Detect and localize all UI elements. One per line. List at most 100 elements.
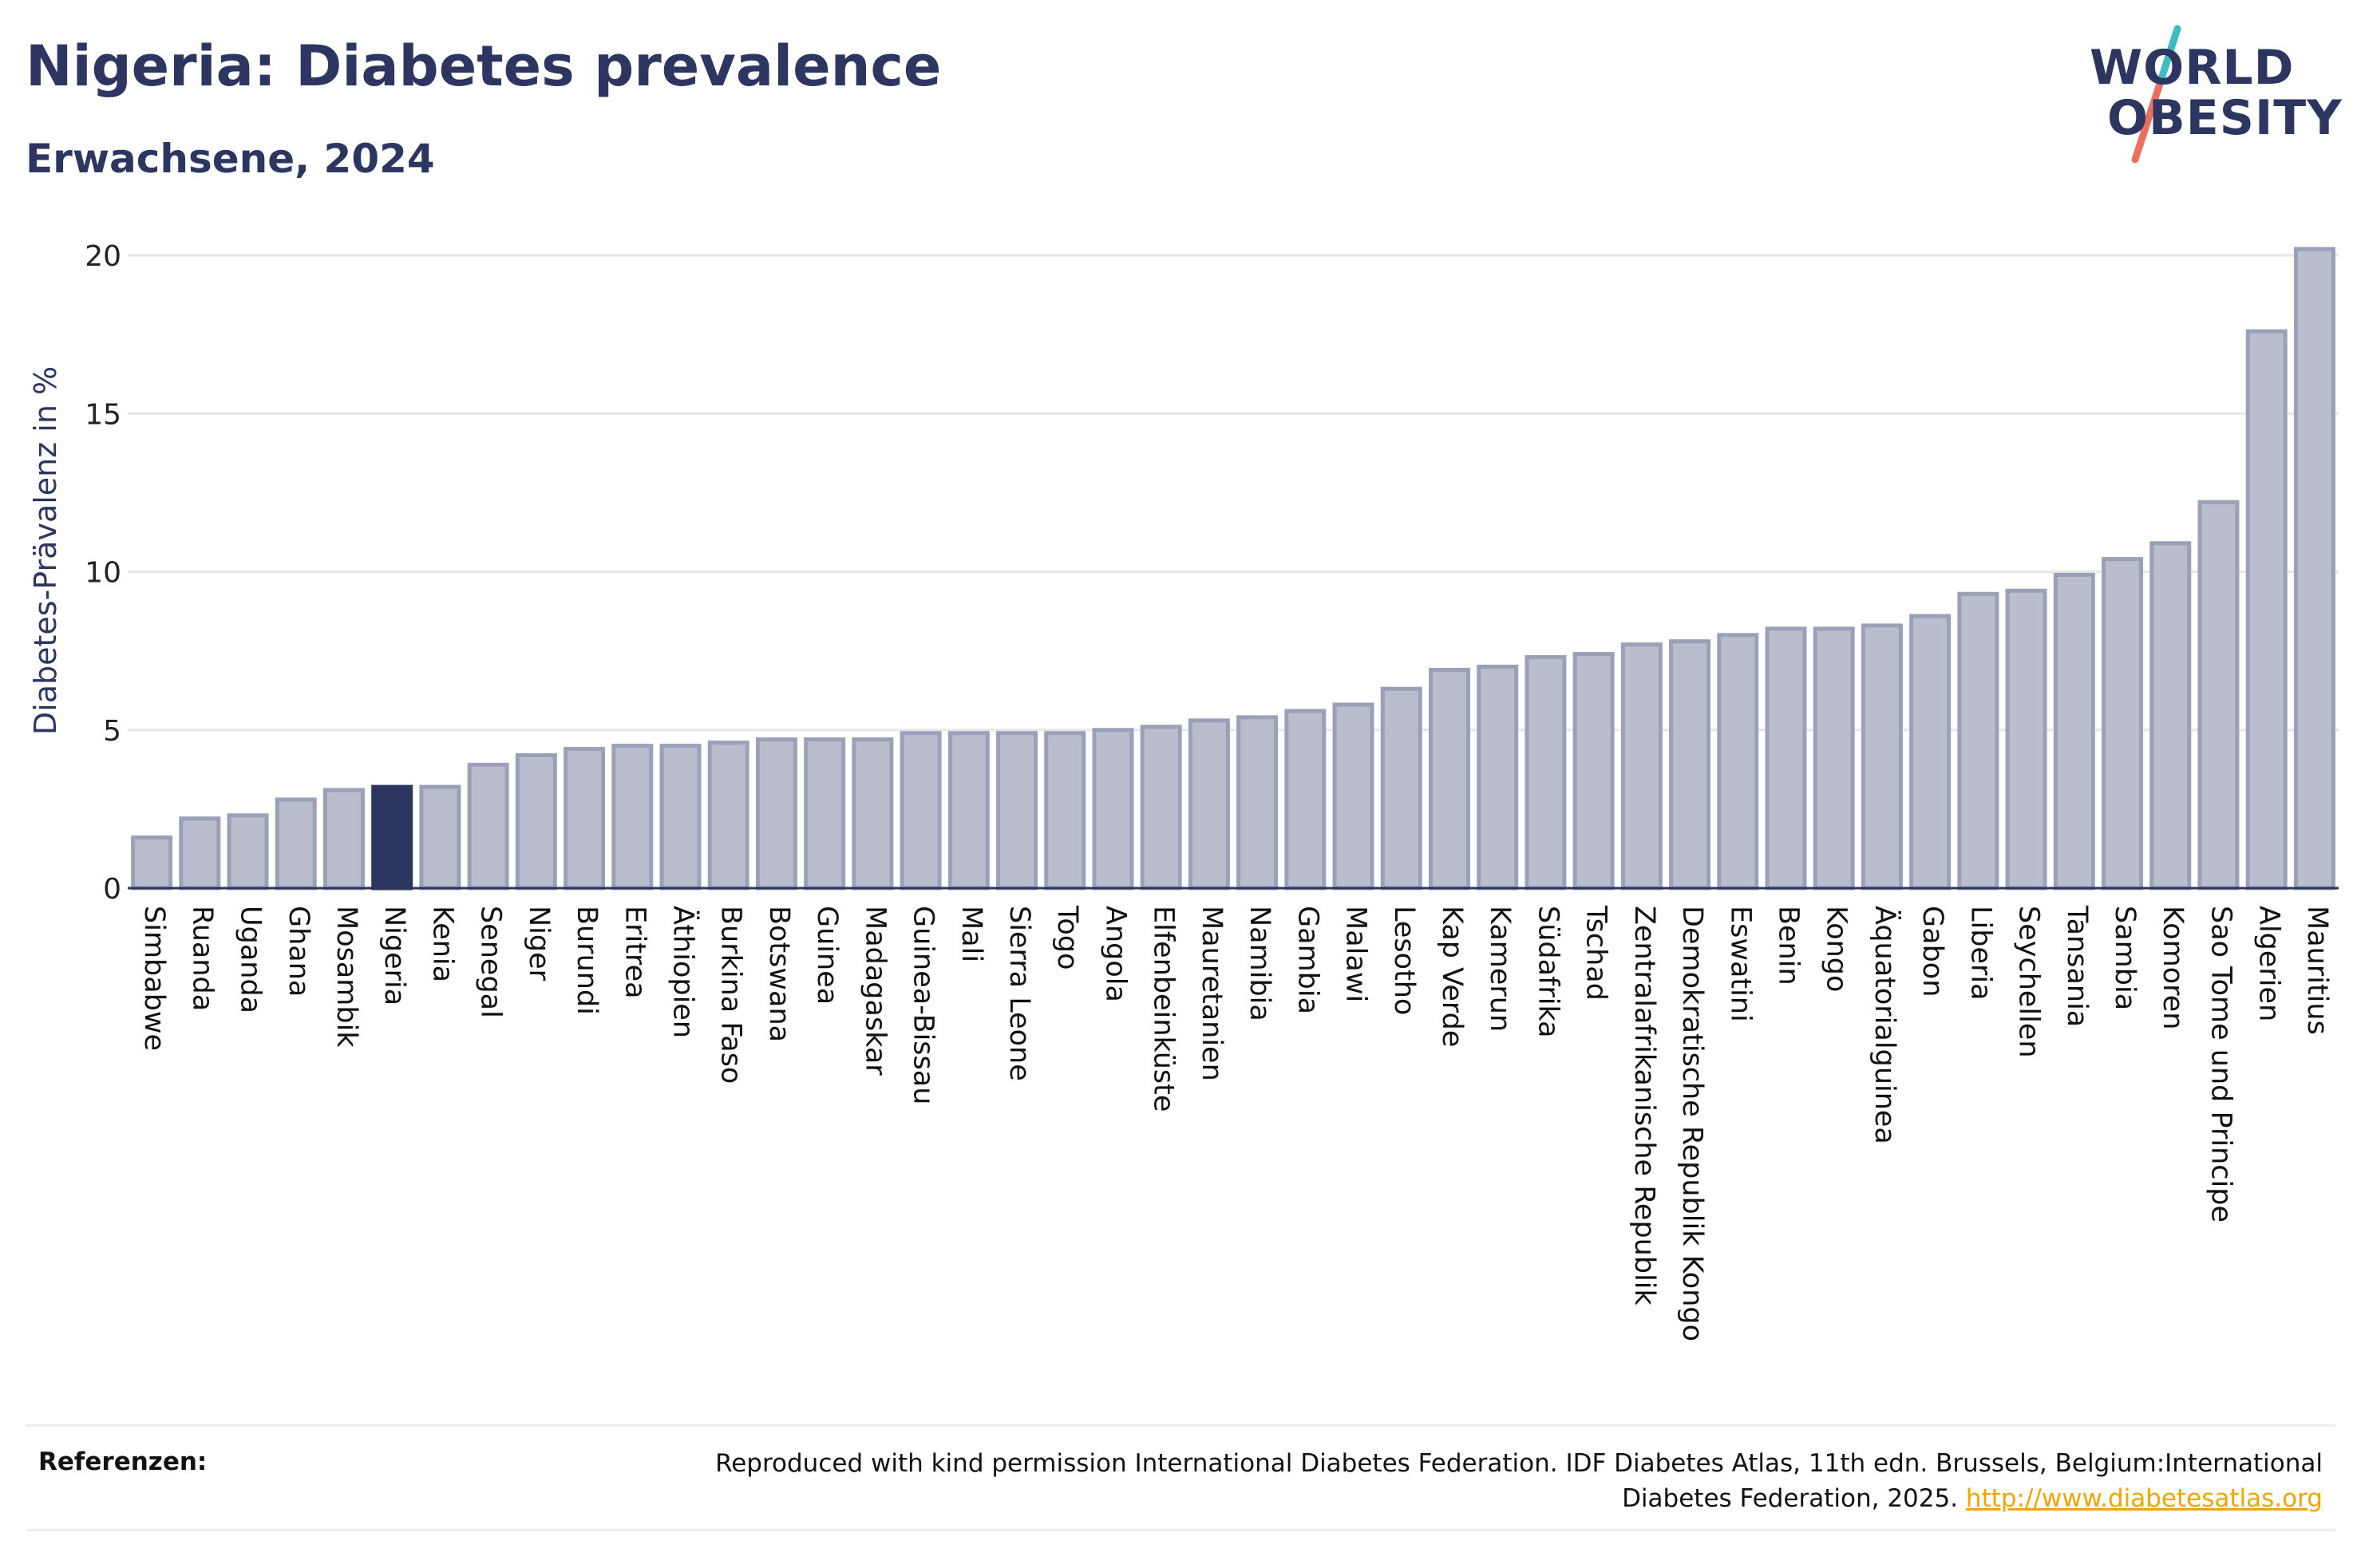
x-tick-label: Sao Tome und Principe [2205, 906, 2236, 1222]
x-tick-label: Liberia [1964, 906, 1996, 1001]
bar-nigeria[interactable] [371, 784, 413, 891]
x-tick-label: Zentralafrikanische Republik [1628, 906, 1660, 1306]
bar-lesotho[interactable] [1380, 686, 1422, 891]
references-label: Referenzen: [38, 1448, 208, 1476]
bar-äthiopien[interactable] [659, 744, 702, 891]
bar-sierra-leone[interactable] [996, 731, 1038, 891]
bar-südafrika[interactable] [1525, 655, 1567, 891]
x-tick-label: Burkina Faso [715, 906, 747, 1084]
bar-eswatini[interactable] [1717, 633, 1759, 891]
x-tick-label: Senegal [475, 906, 507, 1018]
bar-gambia[interactable] [1284, 709, 1327, 891]
references-footer: Referenzen: Reproduced with kind permiss… [26, 1424, 2335, 1531]
x-tick-label: Eswatini [1724, 906, 1756, 1022]
x-tick-label: Lesotho [1388, 906, 1420, 1015]
bar-gabon[interactable] [1909, 614, 1952, 891]
bar-namibia[interactable] [1236, 715, 1279, 891]
bar-ghana[interactable] [275, 797, 317, 891]
bar-togo[interactable] [1044, 731, 1086, 891]
x-tick-label: Kongo [1821, 906, 1853, 992]
x-tick-label: Mauretanien [1196, 906, 1228, 1081]
logo-slash-icon [2131, 25, 2181, 164]
bar-guinea-bissau[interactable] [900, 731, 942, 891]
x-tick-label: Seychellen [2013, 906, 2045, 1058]
bar-demokratische-republik-kongo[interactable] [1669, 639, 1711, 891]
bars [131, 247, 2335, 891]
bar-malawi[interactable] [1332, 702, 1374, 891]
x-tick-label: Eritrea [619, 906, 651, 999]
x-tick-label: Mali [955, 906, 987, 962]
bar-kongo[interactable] [1813, 626, 1855, 891]
x-tick-label: Togo [1051, 905, 1083, 970]
y-axis-label: Diabetes-Prävalenz in % [28, 366, 63, 735]
references-text: Reproduced with kind permission Internat… [647, 1446, 2323, 1516]
references-citation: Reproduced with kind permission Internat… [715, 1449, 2323, 1513]
bar-burundi[interactable] [564, 747, 606, 891]
bar-niger[interactable] [515, 752, 557, 891]
x-tick-label: Gabon [1916, 906, 1948, 997]
bar-tansania[interactable] [2053, 572, 2095, 891]
bar-ruanda[interactable] [179, 816, 221, 891]
x-tick-label: Äthiopien [667, 906, 701, 1038]
x-tick-label: Elfenbeinküste [1148, 906, 1180, 1112]
world-obesity-logo[interactable]: WORLD OBESITY [2075, 22, 2347, 166]
x-tick-label: Ghana [283, 906, 314, 997]
y-tick-label: 15 [85, 398, 121, 431]
y-tick-label: 20 [85, 240, 121, 273]
x-tick-label: Kamerun [1484, 906, 1516, 1032]
bar-guinea[interactable] [804, 737, 846, 891]
x-tick-label: Mauritius [2301, 906, 2333, 1035]
bar-komoren[interactable] [2149, 541, 2192, 891]
bar-mauretanien[interactable] [1188, 718, 1230, 891]
x-tick-label: Tschad [1580, 905, 1612, 1001]
bar-mali[interactable] [947, 731, 990, 891]
x-tick-label: Gambia [1291, 906, 1323, 1014]
y-tick-label: 0 [103, 873, 121, 906]
bar-algerien[interactable] [2245, 329, 2288, 891]
logo-text-world: WORLD [2090, 40, 2295, 96]
x-tick-label: Nigeria [378, 906, 410, 1005]
bar-madagaskar[interactable] [852, 737, 894, 891]
x-tick-label: Botswana [763, 906, 795, 1042]
bar-elfenbeinküste[interactable] [1140, 725, 1182, 891]
bar-senegal[interactable] [467, 762, 509, 891]
bar-äquatorialguinea[interactable] [1861, 623, 1903, 891]
bar-sao-tome-und-principe[interactable] [2197, 500, 2240, 891]
chart-subtitle: Erwachsene, 2024 [26, 136, 435, 182]
x-tick-label: Guinea [811, 906, 843, 1005]
references-link[interactable]: http://www.diabetesatlas.org [1965, 1484, 2323, 1513]
bar-seychellen[interactable] [2005, 588, 2047, 891]
bar-angola[interactable] [1092, 728, 1134, 891]
x-tick-label: Benin [1773, 906, 1805, 985]
bar-kenia[interactable] [419, 784, 461, 891]
x-tick-labels: Simbabwe Ruanda Uganda Ghana Mosambik Nigeria… [138, 905, 2333, 1341]
x-tick-label: Burundi [571, 906, 603, 1015]
x-tick-label: Angola [1099, 906, 1131, 1002]
bar-uganda[interactable] [227, 813, 269, 891]
bar-mosambik[interactable] [322, 788, 365, 891]
x-tick-label: Kap Verde [1436, 906, 1468, 1047]
x-tick-label: Guinea-Bissau [908, 906, 939, 1104]
y-tick-label: 10 [85, 557, 121, 590]
bar-zentralafrikanische-republik[interactable] [1620, 642, 1663, 891]
bar-liberia[interactable] [1957, 591, 1999, 891]
x-tick-label: Komoren [2157, 906, 2189, 1029]
bar-eritrea[interactable] [611, 744, 654, 891]
x-tick-label: Kenia [426, 906, 458, 982]
bar-kamerun[interactable] [1477, 664, 1519, 891]
bar-benin[interactable] [1765, 626, 1807, 891]
bar-sambia[interactable] [2102, 557, 2144, 891]
x-tick-label: Ruanda [186, 906, 218, 1011]
x-tick-label: Südafrika [1532, 906, 1564, 1038]
bar-mauritius[interactable] [2293, 247, 2335, 891]
bar-kap-verde[interactable] [1428, 667, 1470, 891]
x-tick-label: Simbabwe [138, 906, 170, 1051]
x-tick-label: Demokratische Republik Kongo [1676, 906, 1708, 1341]
bar-tschad[interactable] [1572, 652, 1615, 891]
bar-simbabwe[interactable] [131, 835, 173, 891]
x-tick-label: Madagaskar [859, 906, 891, 1076]
x-tick-label: Äquatorialguinea [1869, 906, 1902, 1144]
bar-chart: 0 5 10 15 20 Diabetes-Prävalenz in % Simbabw… [28, 240, 2339, 1341]
bar-burkina-faso[interactable] [707, 741, 749, 891]
bar-botswana[interactable] [755, 737, 797, 891]
